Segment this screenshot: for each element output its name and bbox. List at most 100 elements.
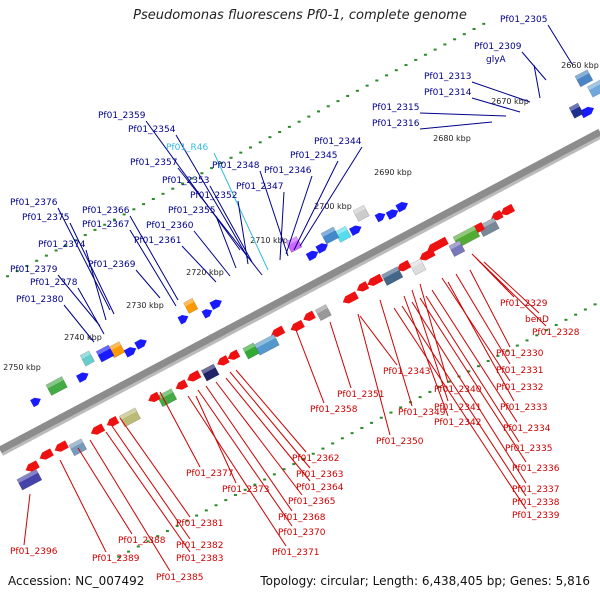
leader-line (419, 297, 527, 463)
tick-mark (418, 396, 422, 399)
reverse-gene-block-shine (119, 407, 137, 420)
kbp-label: 2660 kbp (561, 61, 599, 70)
tick-mark (302, 457, 306, 460)
tick-mark (375, 79, 379, 82)
forward-gene-label: Pf01_R46 (166, 143, 209, 153)
forward-gene-arrow-shape (305, 250, 319, 262)
reverse-gene-block-body (242, 342, 260, 360)
forward-gene-block-shine (334, 226, 348, 236)
tick-mark (210, 167, 214, 170)
leader-line (205, 385, 293, 512)
leader-line (359, 315, 398, 366)
leader-line (129, 215, 179, 301)
tick-mark (253, 483, 257, 486)
reverse-gene-label: Pf01_2349 (398, 408, 446, 418)
forward-gene-arrow-shape (76, 372, 89, 383)
forward-gene-block-shine (285, 236, 299, 246)
reverse-gene-arrow (427, 236, 449, 252)
tick-mark (515, 344, 519, 347)
kbp-label: 2720 kbp (186, 268, 224, 277)
forward-gene-arrow (177, 315, 189, 325)
leader-line (77, 287, 105, 335)
forward-gene-arrow (201, 309, 213, 319)
reverse-gene-label: Pf01_2371 (272, 548, 319, 558)
forward-gene-block-shine (568, 103, 580, 112)
forward-gene-arrow-shape (134, 339, 147, 350)
leader-line (235, 369, 307, 453)
tick-mark (564, 318, 568, 321)
forward-gene-label: Pf01_2369 (88, 260, 136, 270)
forward-gene-block-shine (353, 205, 366, 215)
tick-mark (525, 339, 529, 342)
reverse-gene-label: Pf01_2389 (92, 554, 140, 564)
reverse-gene-label: Pf01_2358 (310, 405, 358, 415)
reverse-gene-label: Pf01_2331 (496, 366, 543, 376)
tick-mark (54, 249, 58, 252)
leader-line (187, 395, 287, 547)
tick-mark (482, 22, 486, 25)
reverse-gene-arrow-shape (419, 248, 436, 261)
forward-gene-arrow-shape (374, 212, 386, 223)
tick-mark (389, 411, 393, 414)
reverse-gene-arrow (419, 248, 436, 261)
leader-line (119, 417, 191, 518)
forward-gene-label: glyA (486, 55, 507, 65)
tick-mark (583, 308, 587, 311)
tick-mark (486, 360, 490, 363)
tick-mark (433, 48, 437, 51)
reverse-gene-label: Pf01_2368 (278, 513, 326, 523)
tick-mark (263, 478, 267, 481)
tick-mark (204, 509, 208, 512)
tick-mark (506, 349, 510, 352)
tick-mark (443, 43, 447, 46)
forward-gene-block-shine (587, 79, 600, 91)
tick-mark (428, 390, 432, 393)
reverse-gene-arrow-shape (342, 291, 359, 304)
reverse-gene-label: Pf01_2365 (288, 497, 335, 507)
forward-gene-block (320, 226, 340, 245)
forward-gene-arrow (315, 243, 328, 254)
tick-mark (195, 514, 199, 517)
forward-gene-arrow-shape (579, 106, 595, 119)
forward-gene-label: Pf01_2305 (500, 15, 547, 25)
forward-gene-block (334, 225, 352, 243)
tick-mark (544, 329, 548, 332)
forward-gene-arrow (395, 202, 408, 213)
reverse-gene-block-body (314, 304, 332, 322)
leader-line (237, 200, 249, 265)
reverse-gene-block (253, 334, 280, 356)
leader-line (259, 170, 289, 257)
tick-mark (185, 519, 189, 522)
leader-line (193, 230, 231, 277)
forward-gene-block-shine (45, 376, 64, 389)
tick-mark (64, 244, 68, 247)
tick-mark (414, 58, 418, 61)
tick-mark (161, 192, 165, 195)
reverse-gene-label: Pf01_2341 (434, 403, 481, 413)
reverse-gene-label: Pf01_2396 (10, 547, 58, 557)
reverse-gene-label: Pf01_2337 (512, 485, 559, 495)
tick-mark (476, 365, 480, 368)
tick-mark (554, 323, 558, 326)
tick-mark (278, 131, 282, 134)
reverse-gene-label: Pf01_2343 (383, 367, 430, 377)
leader-line (159, 391, 201, 468)
reverse-gene-arrow-shape (367, 273, 384, 286)
tick-mark (394, 69, 398, 72)
leader-line (175, 134, 249, 259)
reverse-gene-block (118, 407, 141, 428)
reverse-gene-arrow (290, 319, 305, 332)
reverse-gene-arrow-shape (427, 236, 449, 252)
reverse-gene-block (156, 388, 178, 408)
tick-mark (593, 303, 597, 306)
reverse-gene-label: Pf01_2339 (512, 511, 560, 521)
reverse-gene-arrow (54, 440, 69, 452)
leader-line (425, 295, 520, 443)
tick-mark (127, 550, 131, 553)
reverse-gene-arrow (342, 291, 359, 304)
tick-mark (467, 370, 471, 373)
forward-gene-label: Pf01_2375 (22, 213, 69, 223)
reverse-gene-arrow (271, 325, 286, 337)
leader-line (471, 97, 521, 113)
tick-mark (423, 53, 427, 56)
